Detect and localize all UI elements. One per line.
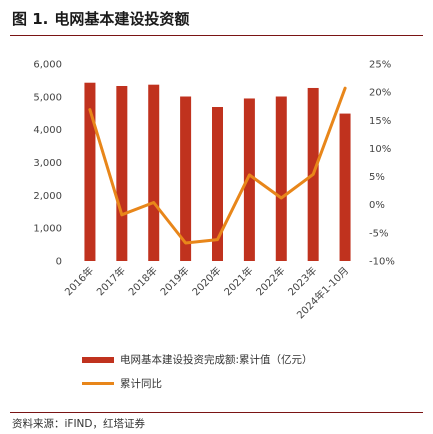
legend-bar-label: 电网基本建设投资完成额:累计值（亿元） <box>120 354 313 366</box>
category-axis: 2016年 2017年 2018年 2019年 2020年 2021年 2022年 2023年… <box>62 264 351 321</box>
legend-item-line: 累计同比 <box>82 376 162 391</box>
right-axis-tick-label: 20% <box>369 88 391 99</box>
bar-series <box>84 82 351 262</box>
legend-item-bar: 电网基本建设投资完成额:累计值（亿元） <box>82 352 313 367</box>
left-axis: 0 1,000 2,000 3,000 4,000 5,000 6,000 <box>33 60 62 268</box>
bar <box>180 96 192 261</box>
category-label: 2023年 <box>285 264 319 298</box>
line-series <box>88 86 347 245</box>
left-axis-tick-label: 2,000 <box>33 191 62 202</box>
right-axis-tick-label: 0% <box>369 200 385 211</box>
category-label: 2016年 <box>62 264 96 298</box>
chart: 0 1,000 2,000 3,000 4,000 5,000 6,000 -10% -5% 0… <box>33 60 395 322</box>
left-axis-tick-label: 3,000 <box>33 158 62 169</box>
right-axis-tick-label: -5% <box>369 228 388 239</box>
title-rule <box>10 35 423 36</box>
bar <box>212 107 223 262</box>
bar <box>116 85 128 261</box>
legend-line-swatch <box>82 382 114 385</box>
bar <box>243 98 255 261</box>
figure-number: 图 1. <box>12 10 49 28</box>
bar <box>84 82 96 261</box>
figure-title: 图 1. 电网基本建设投资额 <box>12 8 189 29</box>
category-label: 2019年 <box>157 264 191 298</box>
right-axis-tick-label: -10% <box>369 257 395 268</box>
bar <box>275 96 287 261</box>
category-label: 2021年 <box>221 264 255 298</box>
right-axis-tick-label: 10% <box>369 144 391 155</box>
category-label: 2020年 <box>189 264 223 298</box>
right-axis: -10% -5% 0% 5% 10% 15% 20% 25% <box>369 60 395 268</box>
category-label: 2022年 <box>253 264 287 298</box>
category-label: 2018年 <box>126 264 160 298</box>
right-axis-tick-label: 5% <box>369 172 385 183</box>
category-label: 2024年1-10月 <box>294 264 351 321</box>
source-rule <box>10 412 423 413</box>
right-axis-tick-label: 25% <box>369 60 391 71</box>
legend-line-label: 累计同比 <box>120 378 162 390</box>
left-axis-tick-label: 4,000 <box>33 125 62 136</box>
left-axis-tick-label: 0 <box>56 257 62 268</box>
left-axis-tick-label: 6,000 <box>33 60 62 71</box>
bar <box>148 84 160 261</box>
left-axis-tick-label: 5,000 <box>33 92 62 103</box>
figure-title-text: 电网基本建设投资额 <box>54 10 190 28</box>
right-axis-tick-label: 15% <box>369 116 391 127</box>
category-label: 2017年 <box>94 264 128 298</box>
bar <box>339 113 351 261</box>
legend-bar-swatch <box>82 356 114 363</box>
left-axis-tick-label: 1,000 <box>33 224 62 235</box>
source-note: 资料来源：iFIND，红塔证券 <box>12 418 145 430</box>
